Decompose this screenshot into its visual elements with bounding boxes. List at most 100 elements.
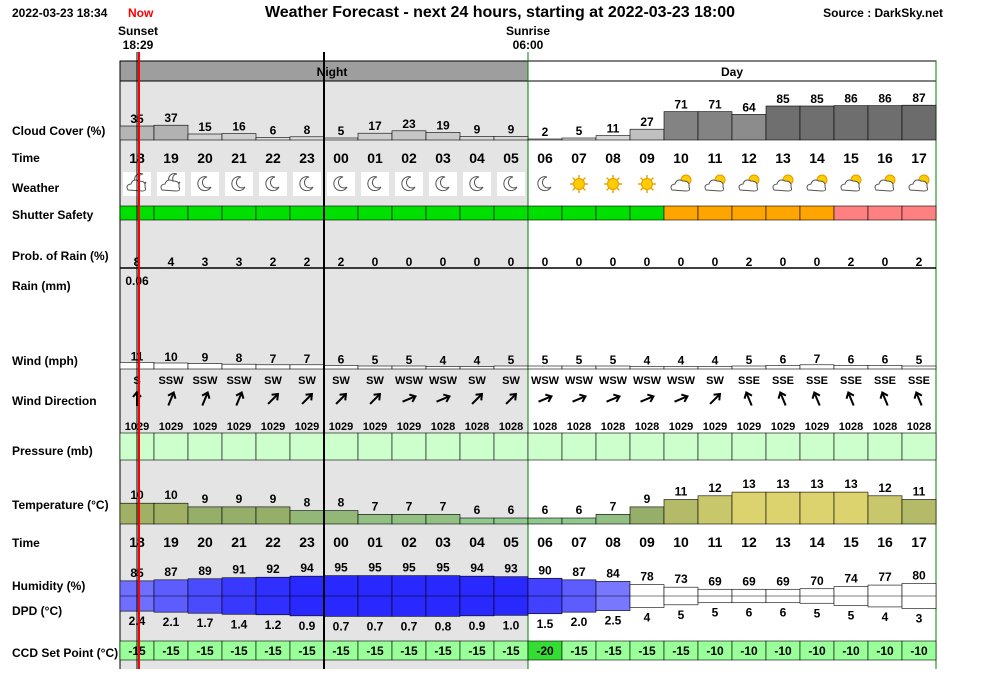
- sun-disc: [573, 178, 585, 190]
- wind-speed-value: 5: [372, 353, 379, 367]
- ccd-set-point-value: -15: [332, 644, 350, 658]
- prob-rain-value: 2: [270, 255, 277, 269]
- label-wind: Wind (mph): [12, 354, 78, 368]
- wind-direction-arrow: [572, 393, 587, 403]
- pressure-value: 1028: [431, 421, 455, 433]
- ccd-set-point-value: -15: [468, 644, 486, 658]
- cloud-shape: [704, 179, 725, 192]
- pressure-value: 1029: [329, 421, 353, 433]
- wind-direction-label: SSE: [874, 375, 896, 387]
- cloud-cover-value: 17: [368, 119, 382, 133]
- temperature-value: 13: [776, 477, 790, 491]
- dpd-value: 3: [916, 612, 923, 626]
- label-time-2: Time: [12, 536, 40, 550]
- time-label-bottom: 23: [299, 534, 315, 550]
- pressure-value: 1029: [669, 421, 693, 433]
- sunrise-time: 06:00: [512, 38, 544, 52]
- time-label: 13: [775, 150, 791, 166]
- time-label-bottom: 08: [605, 534, 621, 550]
- shutter-safety-cell: [629, 205, 665, 221]
- arrow-shaft: [167, 393, 175, 406]
- arrow-head: [475, 392, 484, 401]
- time-label-bottom: 16: [877, 534, 893, 550]
- weather-icon-cell: [361, 172, 389, 196]
- arrow-head: [167, 391, 177, 399]
- cloud-cover-bar: [629, 128, 665, 141]
- wind-direction-label: WSW: [565, 375, 594, 387]
- sunset-label: Sunset: [117, 24, 158, 38]
- label-cloud-cover: Cloud Cover (%): [12, 124, 106, 138]
- cloud-cover-value: 5: [338, 124, 345, 138]
- dpd-value: 6: [746, 606, 753, 620]
- wind-direction-arrow: [369, 392, 382, 405]
- pressure-value: 1029: [397, 421, 421, 433]
- humidity-value: 69: [742, 574, 756, 588]
- arrow-head: [305, 392, 314, 401]
- wind-direction-label: SSW: [192, 375, 218, 387]
- wind-direction-arrow: [235, 391, 245, 406]
- arrow-head: [845, 391, 855, 399]
- cloud-shape: [738, 179, 759, 192]
- pressure-cell: [391, 432, 427, 461]
- pressure-cell: [459, 432, 495, 461]
- ccd-set-point-value: -15: [264, 644, 282, 658]
- humidity-value: 70: [810, 574, 824, 588]
- moon-icon: [197, 176, 212, 192]
- sun-ray: [572, 177, 576, 181]
- prob-rain-value: 0: [712, 255, 719, 269]
- temperature-bar: [527, 517, 563, 525]
- now-label: Now: [128, 6, 154, 20]
- wind-speed-value: 5: [542, 353, 549, 367]
- cloud-cover-value: 5: [576, 124, 583, 138]
- temperature-bar: [187, 506, 223, 525]
- cloud-cover-value: 15: [198, 120, 212, 134]
- temperature-value: 13: [742, 477, 756, 491]
- ccd-set-point-value: -15: [434, 644, 452, 658]
- arrow-shaft: [301, 394, 312, 405]
- time-label: 17: [911, 150, 927, 166]
- cloud-shape: [806, 179, 827, 192]
- sun-icon: [638, 175, 656, 193]
- temperature-bar: [561, 517, 597, 525]
- cloud-cover-bar: [595, 135, 631, 141]
- sun-ray: [606, 187, 610, 191]
- cloud-cover-bar: [867, 105, 903, 141]
- sun-icon: [570, 175, 588, 193]
- wind-speed-value: 5: [610, 353, 617, 367]
- temperature-value: 6: [542, 503, 549, 517]
- wind-direction-label: SW: [298, 375, 316, 387]
- dpd-value: 2.0: [571, 615, 588, 629]
- time-label-bottom: 09: [639, 534, 655, 550]
- moon-shape: [333, 176, 348, 192]
- arrow-shaft: [572, 395, 585, 403]
- sunset-time: 18:29: [122, 38, 154, 52]
- weather-icon-cell: [259, 172, 287, 196]
- arrow-head: [271, 392, 280, 401]
- humidity-value: 87: [164, 565, 178, 579]
- arrow-shaft: [471, 394, 482, 405]
- partly-cloudy-night-icon: [160, 173, 181, 192]
- time-label-bottom: 22: [265, 534, 281, 550]
- humidity-value: 69: [708, 574, 722, 588]
- cloud-cover-bar: [357, 132, 393, 141]
- prob-rain-value: 0: [576, 255, 583, 269]
- arrow-shaft: [235, 393, 243, 406]
- temperature-bar: [663, 499, 699, 525]
- wind-speed-value: 5: [406, 353, 413, 367]
- moon-shape: [401, 176, 416, 192]
- arrow-shaft: [436, 395, 449, 403]
- arrow-head: [777, 391, 787, 399]
- shutter-safety-cell: [901, 205, 937, 221]
- pressure-value: 1028: [873, 421, 897, 433]
- temperature-value: 13: [844, 477, 858, 491]
- time-label-bottom: 21: [231, 534, 247, 550]
- moon-icon: [537, 176, 552, 192]
- wind-speed-bar: [901, 365, 937, 370]
- shutter-safety-cell: [697, 205, 733, 221]
- cloud-cover-value: 9: [508, 122, 515, 136]
- arrow-shaft: [538, 395, 551, 403]
- prob-rain-value: 0: [678, 255, 685, 269]
- dpd-value: 4: [644, 610, 651, 624]
- pressure-value: 1029: [227, 421, 251, 433]
- wind-direction-label: WSW: [429, 375, 458, 387]
